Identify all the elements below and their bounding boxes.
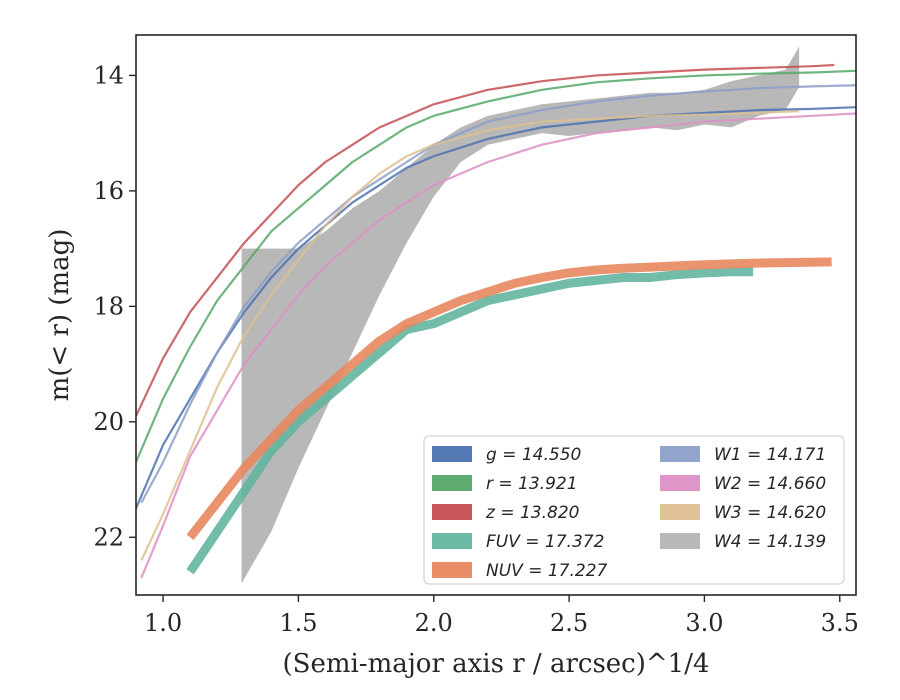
w3-series-line: [140, 110, 800, 561]
nuv-legend-label: NUV = 17.227: [486, 561, 608, 581]
x-tick-label: 1.0: [144, 609, 182, 637]
z-legend-swatch: [432, 504, 472, 520]
w3-legend-label: W3 = 14.620: [714, 503, 826, 523]
x-tick-label: 2.5: [550, 609, 588, 637]
x-tick-label: 1.5: [279, 609, 317, 637]
r-series-line: [136, 69, 856, 463]
w4-legend-label: W4 = 14.139: [714, 532, 826, 552]
x-axis-ticks: 1.0 1.5 2.0 2.5 3.0 3.5: [144, 595, 859, 637]
x-tick-label: 3.0: [685, 609, 723, 637]
w4-legend-swatch: [660, 533, 700, 549]
x-axis-label: (Semi-major axis r / arcsec)^1/4: [282, 649, 709, 679]
legend-box: [423, 435, 845, 585]
w2-series-line: [140, 112, 856, 579]
x-tick-label: 3.5: [821, 609, 859, 637]
r-legend-swatch: [432, 475, 472, 491]
w1-legend-swatch: [660, 446, 700, 462]
r-legend-label: r = 13.921: [486, 474, 578, 494]
fuv-legend-label: FUV = 17.372: [486, 532, 604, 552]
y-tick-label: 22: [93, 523, 124, 551]
nuv-legend-swatch: [432, 562, 472, 578]
nuv-series-line: [186, 257, 832, 541]
y-tick-label: 16: [93, 177, 124, 205]
w1-series-line: [140, 84, 856, 504]
y-tick-label: 18: [93, 292, 124, 320]
y-axis-label: m(< r) (mag): [45, 229, 75, 402]
y-tick-label: 14: [93, 61, 124, 89]
g-legend-swatch: [432, 446, 472, 462]
y-axis-ticks: 14 16 18 20 22: [93, 61, 136, 551]
w2-legend-label: W2 = 14.660: [714, 474, 826, 494]
plot-frame: [135, 34, 857, 596]
g-legend-label: g = 14.550: [486, 445, 581, 465]
z-legend-label: z = 13.820: [485, 503, 579, 523]
legend: g = 14.550 r = 13.921 z = 13.820 FUV = 17.3…: [423, 435, 845, 585]
y-tick-label: 20: [93, 408, 124, 436]
fuv-series-line: [186, 267, 754, 575]
w1-legend-label: W1 = 14.171: [714, 445, 826, 465]
w3-legend-swatch: [660, 504, 700, 520]
plot-layer: [136, 46, 856, 584]
fuv-legend-swatch: [432, 533, 472, 549]
x-tick-label: 2.0: [415, 609, 453, 637]
w2-legend-swatch: [660, 475, 700, 491]
w4-band: [241, 46, 800, 584]
z-series-line: [136, 63, 835, 417]
